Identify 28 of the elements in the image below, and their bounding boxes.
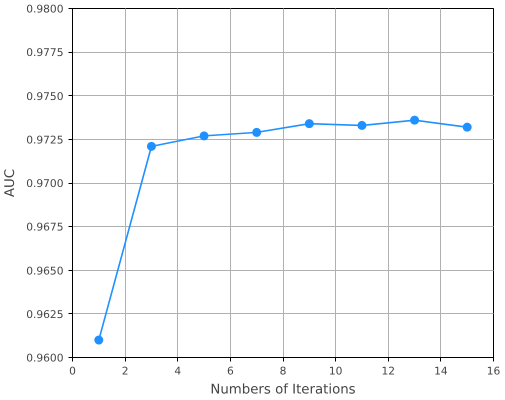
y-tick-label: 0.9775 (26, 46, 64, 60)
point (146, 142, 156, 151)
x-axis-title: Numbers of Iterations (210, 382, 356, 398)
x-tick-label: 8 (280, 364, 287, 378)
point (94, 336, 104, 345)
x-tick-label: 14 (434, 364, 448, 378)
point (410, 116, 420, 125)
x-tick-label: 4 (174, 364, 182, 378)
x-tick-label: 0 (69, 364, 76, 378)
y-tick-label: 0.9625 (26, 308, 64, 321)
y-tick-label: 0.9725 (26, 133, 64, 146)
x-tick-label: 12 (381, 364, 396, 378)
x-tick-label: 10 (328, 364, 343, 378)
y-tick-label: 0.9750 (26, 90, 64, 103)
x-tick-label: 16 (486, 364, 500, 378)
y-tick-label: 0.9675 (26, 220, 64, 234)
y-tick-label: 0.9700 (26, 177, 64, 190)
y-tick-label: 0.9800 (26, 2, 64, 16)
point (200, 131, 209, 140)
point (252, 128, 262, 137)
y-axis-title: AUC (3, 168, 18, 198)
x-tick-label: 6 (226, 364, 234, 378)
point (304, 119, 314, 128)
point (462, 122, 472, 132)
y-tick-label: 0.9600 (26, 352, 64, 364)
point (357, 120, 366, 130)
x-tick-label: 2 (122, 364, 129, 378)
y-tick-label: 0.9650 (26, 264, 64, 278)
